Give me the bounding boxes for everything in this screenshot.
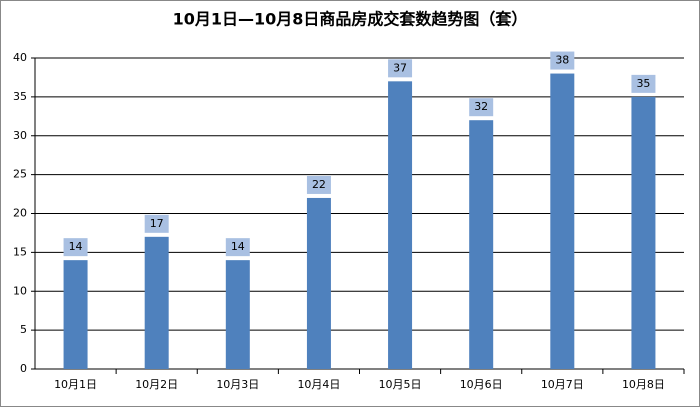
value-label-box: [550, 51, 575, 70]
value-label-box: [388, 59, 413, 78]
bar: [388, 81, 413, 369]
y-tick-label: 35: [13, 90, 27, 103]
y-tick-label: 40: [13, 51, 27, 64]
bar: [63, 260, 88, 369]
value-label: 37: [393, 61, 407, 74]
value-label-box: [63, 238, 88, 257]
x-tick-label: 10月1日: [54, 378, 97, 391]
value-label: 32: [474, 100, 488, 113]
bar: [144, 236, 169, 369]
value-label-box: [631, 74, 656, 93]
value-label-box: [225, 238, 250, 257]
bar: [225, 260, 250, 369]
x-tick-label: 10月6日: [460, 378, 503, 391]
value-label: 14: [231, 240, 245, 253]
y-tick-label: 20: [13, 207, 27, 220]
y-tick-label: 5: [20, 323, 27, 336]
y-tick-label: 25: [13, 168, 27, 181]
y-tick-label: 30: [13, 129, 27, 142]
chart-title: 10月1日—10月8日商品房成交套数趋势图（套）: [173, 10, 528, 29]
bar: [306, 197, 331, 369]
x-tick-label: 10月8日: [622, 378, 665, 391]
x-tick-label: 10月4日: [297, 378, 340, 391]
bar: [469, 120, 494, 369]
value-label: 38: [555, 54, 569, 67]
y-tick-label: 10: [13, 284, 27, 297]
value-label-box: [469, 98, 494, 117]
x-tick-label: 10月2日: [135, 378, 178, 391]
bar: [550, 73, 575, 370]
x-tick-label: 10月3日: [216, 378, 259, 391]
value-label: 35: [636, 77, 650, 90]
value-label: 14: [69, 240, 83, 253]
x-tick-label: 10月7日: [541, 378, 584, 391]
value-label-box: [306, 175, 331, 194]
x-tick-label: 10月5日: [379, 378, 422, 391]
bar: [631, 96, 656, 369]
y-tick-label: 15: [13, 245, 27, 258]
value-label: 17: [150, 217, 164, 230]
y-tick-label: 0: [20, 362, 27, 375]
value-label: 22: [312, 178, 326, 191]
value-label-box: [144, 214, 169, 233]
